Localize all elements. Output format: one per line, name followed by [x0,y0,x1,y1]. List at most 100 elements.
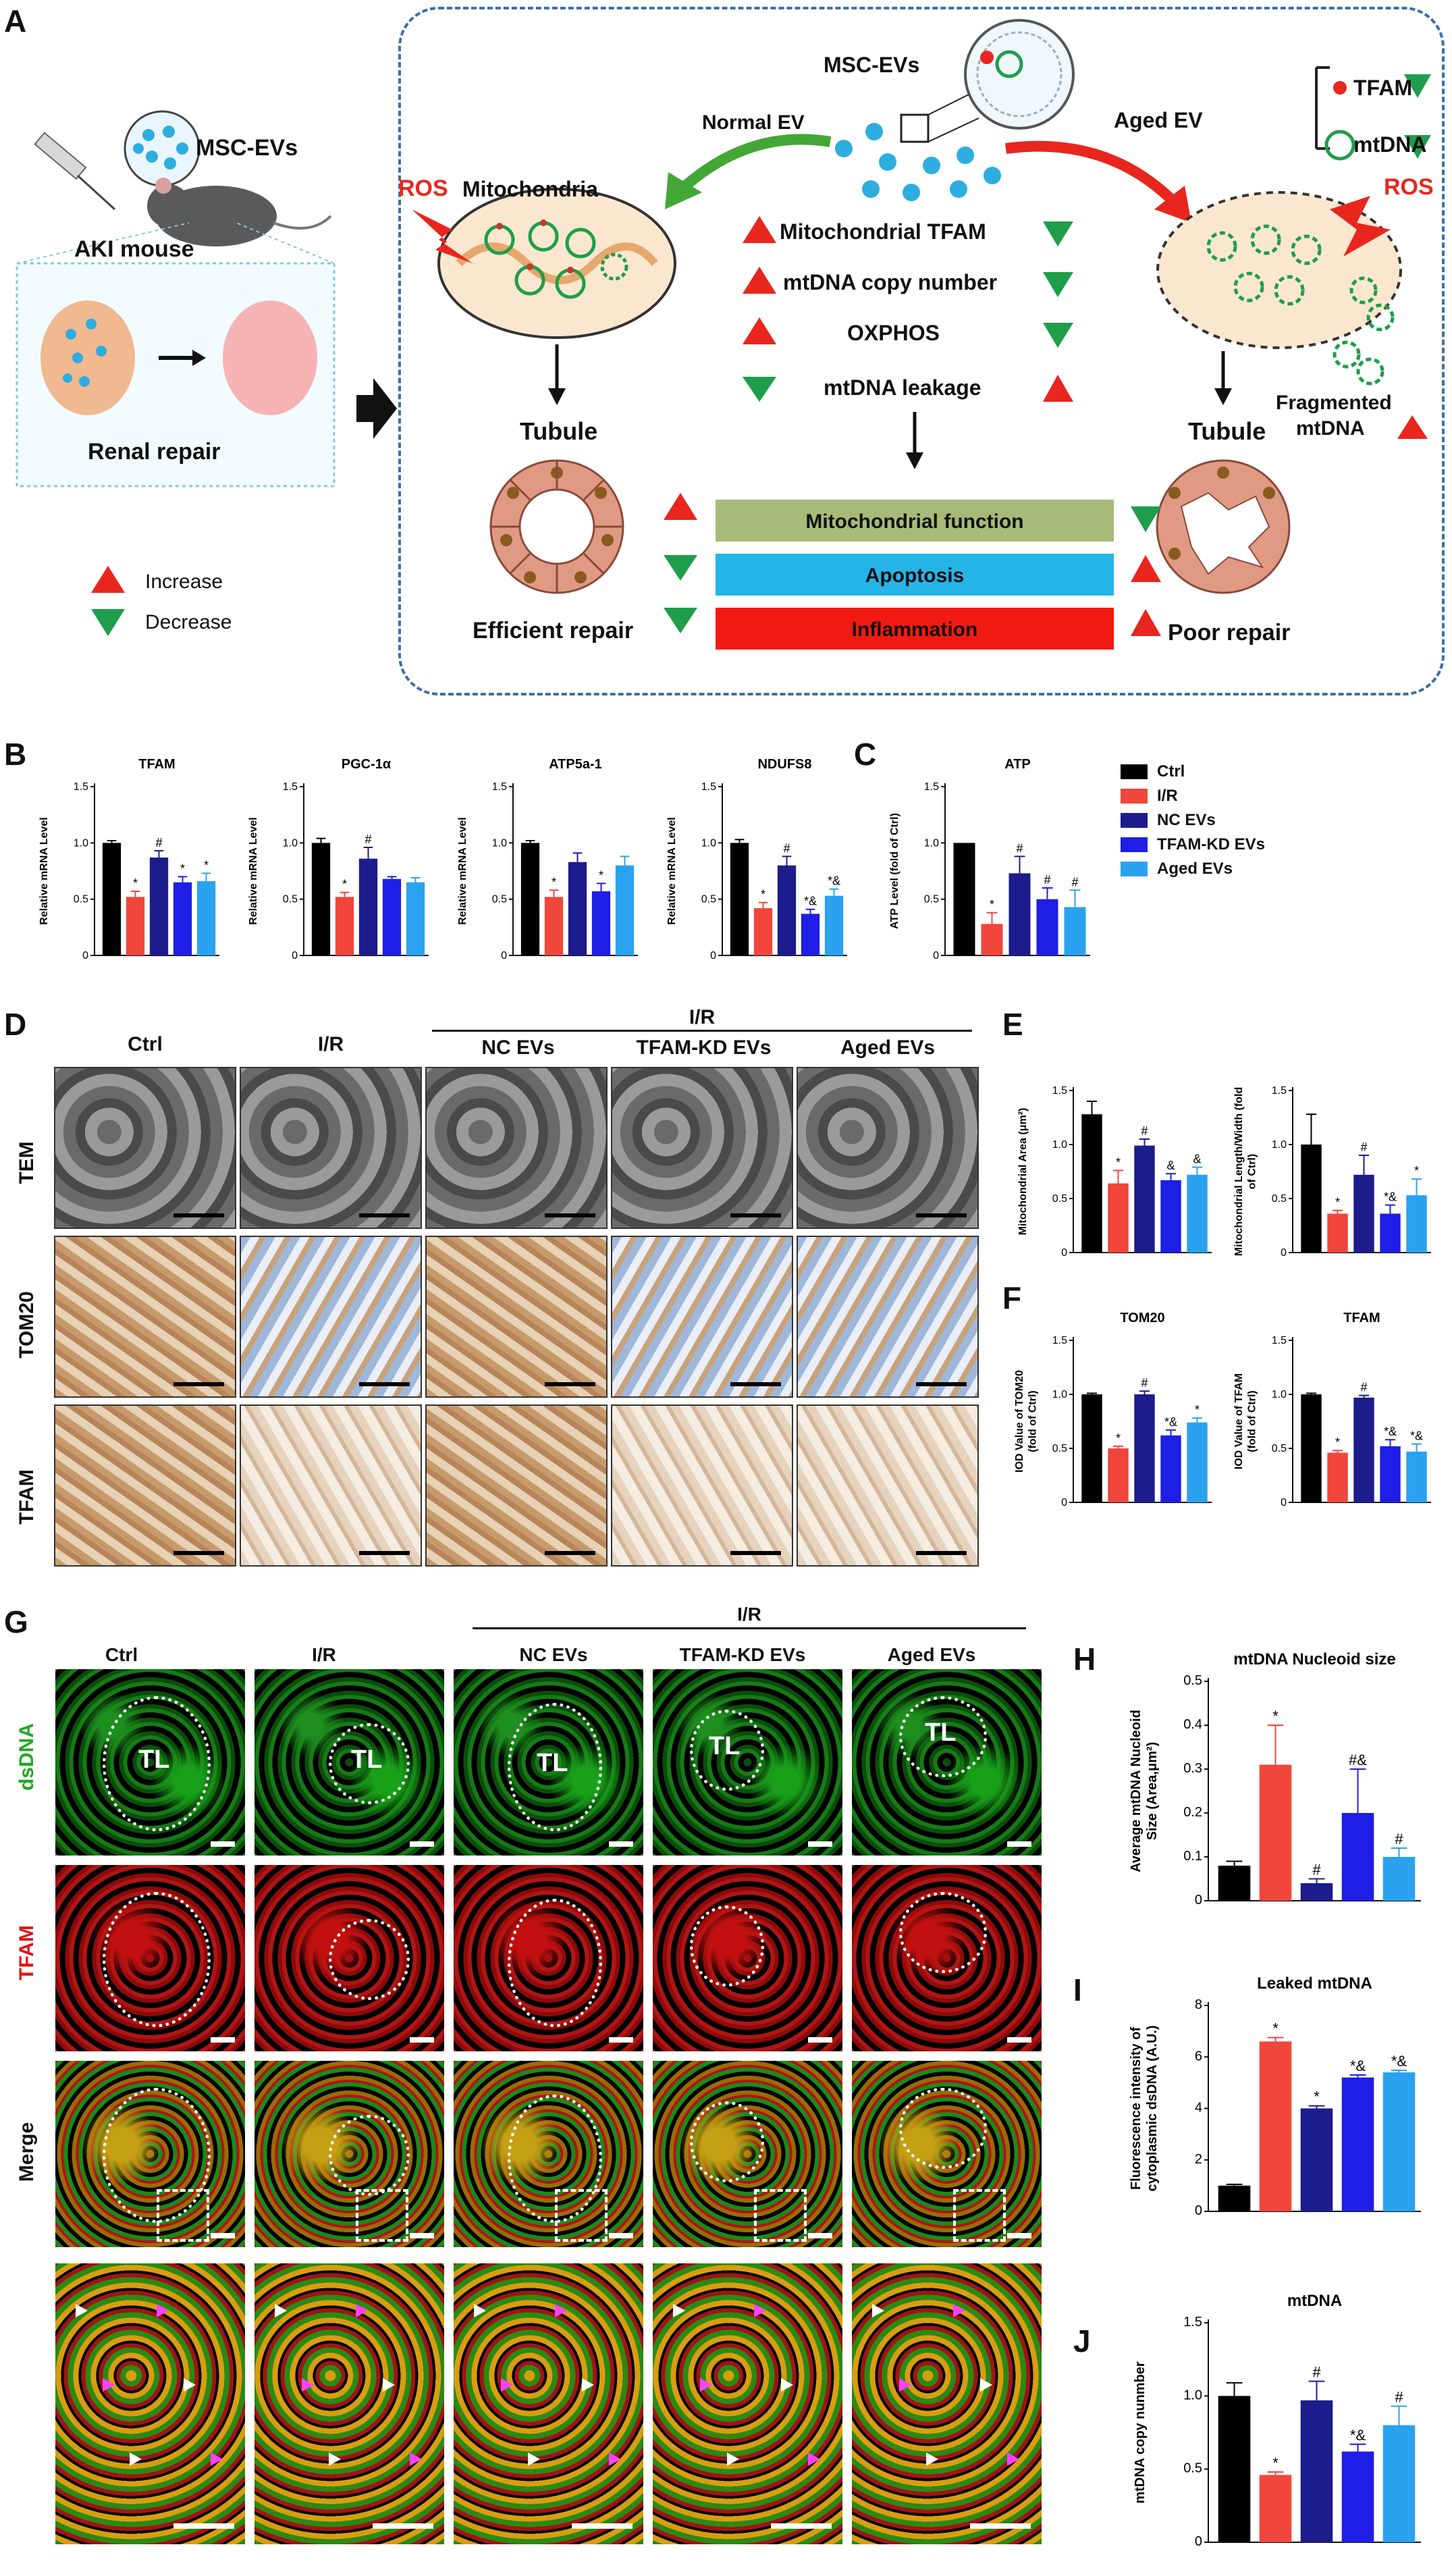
lumen-outline [329,1723,410,1804]
d-image-tem-kd [611,1067,793,1229]
y-tick-label: 1.5 [1272,1335,1287,1346]
bar [1327,1452,1348,1502]
bar [1382,2072,1416,2211]
y-tick-label: 0 [1195,2203,1202,2218]
y-tick-label: 1.5 [1052,1335,1067,1346]
arrowhead-icon [528,2452,540,2466]
significance-mark: # [1141,1376,1148,1390]
change-copy-number: mtDNA copy number [783,270,998,294]
chart-title: TFAM [138,757,175,772]
outcome-inflammation: Inflammation [851,619,978,641]
significance-mark: # [1395,2389,1403,2406]
panel-label-f: F [1002,1280,1022,1315]
bar [1160,1180,1181,1253]
g-image-merge-kd [651,2059,844,2249]
bar [1259,2041,1292,2211]
g-image-dsdna-kd: TL [651,1668,844,1857]
scale-bar [359,1551,410,1555]
significance-mark: * [133,876,138,890]
scale-bar [545,1551,595,1555]
significance-mark: *& [1164,1415,1177,1429]
chart-title: NDUFS8 [757,757,811,772]
scale-bar [545,1382,595,1386]
panel-label-i: I [1073,1972,1082,2007]
tfam-legend-label: TFAM [1353,76,1413,100]
scale-bar [730,1382,781,1386]
y-tick-label: 0 [1061,1247,1067,1259]
change-leakage: mtDNA leakage [824,375,982,400]
bar [981,924,1003,955]
chart-h-nucleoid: mtDNA Nucleoid size Average mtDNA Nucleoi… [1129,1650,1421,1908]
bar [173,882,192,955]
y-axis-label: Mitochondrial Area (μm²) [1017,1108,1029,1236]
mechanism-box [398,7,1445,695]
bar [1259,1764,1292,1901]
arrowhead-icon [184,2378,196,2392]
d-row-tem: TEM [16,1141,38,1184]
g-col-ir: I/R [312,1644,336,1665]
lumen-outline [690,2101,764,2182]
significance-mark: # [1141,1124,1148,1138]
lumen-outline [329,2115,410,2196]
d-image-tfam-aged [797,1404,979,1567]
y-tick-label: 1.0 [1272,1389,1287,1400]
g-col-nc: NC EVs [519,1644,588,1665]
arrowhead-icon [808,2452,820,2466]
y-tick-label: 0.5 [1052,1193,1067,1205]
change-tfam: Mitochondrial TFAM [780,219,986,244]
d-image-tfam-ir [240,1404,422,1567]
bar [335,897,354,955]
bar [1382,2425,1416,2542]
d-ir-bracket [432,1030,972,1032]
d-image-tem-ir [240,1067,422,1229]
tubule-right-label: Tubule [1188,417,1266,445]
arrowhead-icon [1007,2452,1019,2466]
significance-mark: * [1314,2088,1320,2105]
significance-mark: # [1016,841,1023,855]
g-zoom-ctrl [54,2262,246,2546]
d-row-tom20: TOM20 [16,1291,38,1359]
y-tick-label: 0.4 [1183,1717,1202,1732]
g-col-ctrl: Ctrl [105,1644,138,1665]
bar [102,843,122,955]
chart-b-ndufs8: NDUFS8 Relative mRNA Level 0 0.5 1.0 1.5 * # *& *… [666,757,847,962]
bar [1009,873,1031,955]
scale-bar [1007,2233,1031,2238]
scale-bar [359,1382,410,1386]
scale-bar [173,2523,234,2529]
bar [1218,2185,1251,2211]
g-image-merge-aged [851,2059,1043,2249]
aki-mouse-label: AKI mouse [74,236,194,262]
outcome-apoptosis: Apoptosis [865,564,965,587]
g-zoom-ir [253,2262,446,2546]
bar [824,895,844,955]
bar [1300,1883,1333,1901]
bar [1406,1195,1427,1253]
bar [1341,2451,1374,2542]
bar [777,865,797,955]
significance-mark: * [990,898,994,912]
scale-bar [410,1841,434,1847]
arrowhead-icon [76,2304,88,2317]
legend-item-nc: NC EVs [1121,808,1323,833]
significance-mark: *& [1410,1429,1423,1443]
arrowhead-icon [211,2452,223,2466]
y-tick-label: 0.1 [1183,1849,1202,1864]
bar [1187,1174,1208,1253]
significance-mark: & [1166,1159,1175,1172]
bar [1108,1448,1129,1502]
bar [1406,1451,1427,1502]
zoom-box [555,2189,608,2242]
panel-label-b: B [4,737,27,772]
arrowhead-icon [302,2378,314,2392]
scale-bar [771,2523,832,2529]
mechanism-diagram [412,19,1431,650]
lumen-outline [103,1892,211,2027]
y-tick-label: 1.5 [1272,1085,1287,1097]
y-axis-label: IOD Value of TFAM (fold of Ctrl) [1233,1373,1258,1469]
bar [520,843,540,955]
ev-msc-evs-label: MSC-EVs [824,53,920,77]
y-tick-label: 6 [1195,2049,1202,2064]
fragmented-label-1: Fragmented [1276,392,1392,414]
d-image-tfam-ctrl [54,1404,236,1567]
